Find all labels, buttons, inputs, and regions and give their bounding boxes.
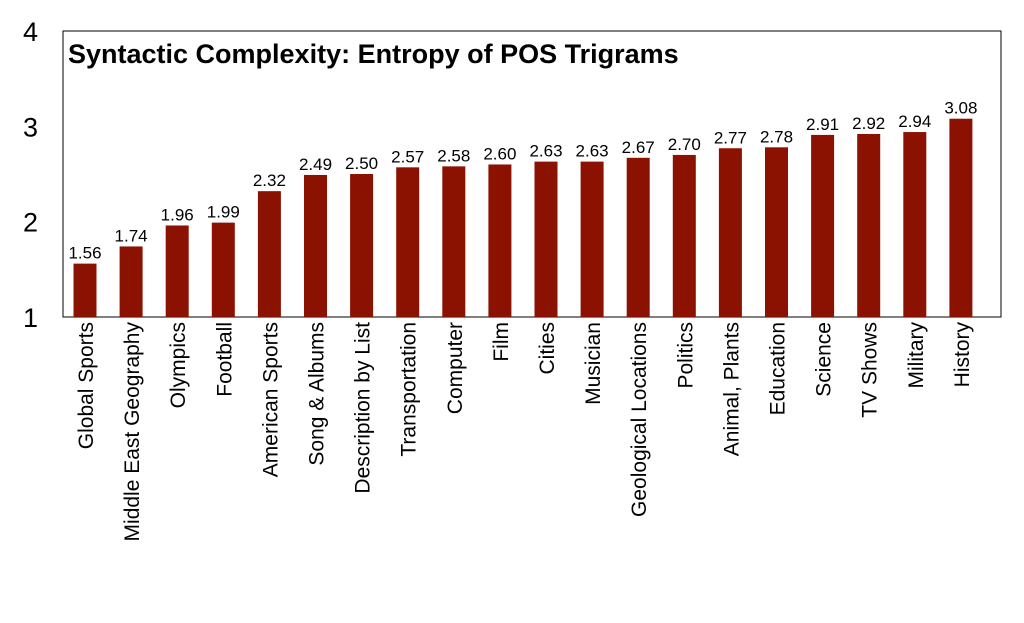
bar [488, 164, 512, 317]
x-tick-label: Olympics [167, 322, 190, 408]
bar-value-label: 2.92 [852, 114, 885, 133]
x-tick-label: Military [905, 322, 928, 389]
bar [903, 132, 927, 317]
bar-value-label: 2.50 [345, 154, 378, 173]
x-tick-label: Song & Albums [306, 322, 329, 466]
bar [396, 167, 420, 317]
bar [165, 225, 189, 317]
x-tick-label: Football [213, 322, 236, 397]
bar [442, 166, 466, 317]
y-tick-label: 1 [23, 303, 38, 333]
x-tick-label: Education [767, 322, 790, 415]
bar [626, 157, 650, 317]
bar-value-label: 1.56 [68, 244, 101, 263]
data-labels: 1.56 1.74 1.96 1.99 2.32 2.49 2.50 2.57 2.58 2.60… [68, 99, 977, 263]
bar [257, 191, 281, 317]
bar [73, 263, 97, 317]
x-axis-ticks: Global Sports Middle East Geography Olympi… [75, 322, 974, 542]
x-tick-label: Geological Locations [628, 322, 651, 517]
y-tick-label: 3 [23, 112, 38, 142]
x-tick-label: Politics [674, 322, 697, 389]
bar-value-label: 2.57 [391, 147, 424, 166]
bar-value-label: 2.32 [253, 171, 286, 190]
bar-value-label: 2.60 [483, 144, 516, 163]
bar-value-label: 2.94 [898, 112, 931, 131]
x-tick-label: Science [813, 322, 836, 397]
bar [350, 174, 374, 317]
x-tick-label: TV Shows [859, 322, 882, 418]
y-tick-label: 4 [23, 17, 38, 47]
bar-value-label: 2.58 [437, 146, 470, 165]
bar [211, 222, 235, 317]
y-axis-ticks: 1 2 3 4 [23, 17, 38, 333]
x-tick-label: Transportation [398, 322, 421, 457]
x-tick-label: Film [490, 322, 513, 362]
bar-value-label: 2.77 [714, 128, 747, 147]
bar-value-label: 2.70 [668, 135, 701, 154]
bar-value-label: 2.91 [806, 115, 839, 134]
bar [765, 147, 788, 317]
bar [949, 118, 973, 317]
chart-title: Syntactic Complexity: Entropy of POS Tri… [68, 39, 679, 69]
bar-value-label: 2.49 [299, 155, 332, 174]
x-tick-label: Musician [582, 322, 605, 405]
bar [534, 161, 558, 317]
x-tick-label: Description by List [352, 322, 375, 494]
bar-value-label: 1.74 [115, 226, 148, 245]
bar [811, 134, 835, 317]
bars [73, 118, 973, 317]
plot-frame [62, 30, 1002, 318]
bar [119, 246, 143, 317]
bar-value-label: 1.99 [207, 203, 240, 222]
bar-value-label: 3.08 [944, 99, 977, 118]
bar-value-label: 2.67 [622, 138, 655, 157]
bar-value-label: 1.96 [161, 205, 194, 224]
bar-value-label: 2.78 [760, 127, 793, 146]
bar [857, 133, 881, 317]
x-tick-label: Animal, Plants [720, 322, 743, 456]
x-tick-label: History [951, 322, 974, 388]
x-tick-label: Global Sports [75, 322, 98, 449]
bar-value-label: 2.63 [576, 142, 609, 161]
y-tick-label: 2 [23, 208, 38, 238]
bar [304, 174, 327, 317]
x-tick-label: Cities [536, 322, 559, 375]
x-tick-label: American Sports [259, 322, 282, 477]
bar-value-label: 2.63 [529, 142, 562, 161]
x-tick-label: Computer [444, 322, 467, 414]
x-tick-label: Middle East Geography [121, 322, 144, 542]
bar [580, 161, 604, 317]
bar [672, 154, 696, 317]
bar [718, 148, 742, 317]
